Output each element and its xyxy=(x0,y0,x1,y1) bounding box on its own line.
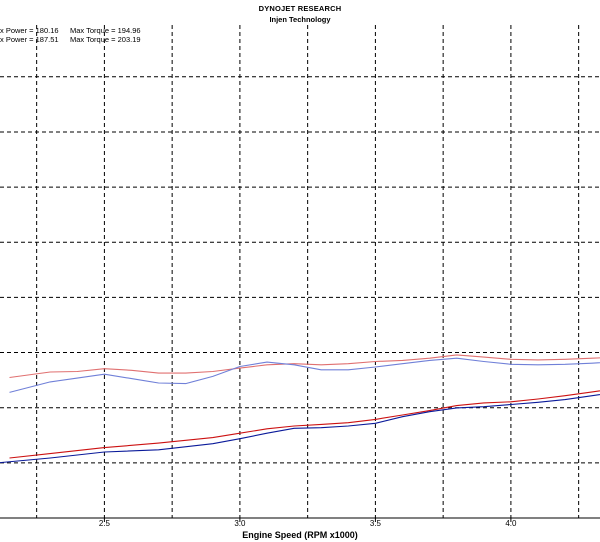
x-tick-label: 2.5 xyxy=(99,519,111,528)
x-tick-label: 3.0 xyxy=(234,519,246,528)
series-line-3 xyxy=(9,354,600,379)
max-power-run2: x Power = 187.51 xyxy=(0,35,59,44)
x-tick-label: 4.0 xyxy=(505,519,517,528)
max-torque-run2: Max Torque = 203.19 xyxy=(70,35,141,44)
max-torque-run1: Max Torque = 194.96 xyxy=(70,26,141,35)
x-tick-label: 3.5 xyxy=(370,519,382,528)
x-axis-label: Engine Speed (RPM x1000) xyxy=(242,530,358,540)
chart-title: DYNOJET RESEARCH xyxy=(258,4,342,13)
max-power-run1: x Power = 180.16 xyxy=(0,26,59,35)
chart-subtitle: Injen Technology xyxy=(269,15,331,24)
series-line-1 xyxy=(9,390,600,459)
series-line-4 xyxy=(9,357,600,393)
series-line-2 xyxy=(0,394,600,464)
